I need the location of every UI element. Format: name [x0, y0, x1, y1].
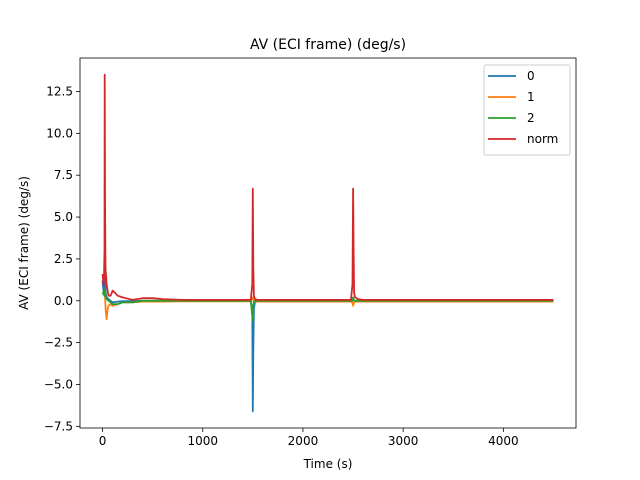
legend-box [483, 64, 571, 156]
y-tick-label: 2.5 [54, 252, 73, 266]
axis-ticks: 0 1000 2000 3000 4000 −7.5 −5.0 −2.5 0.0 2.5 5.0 7.… [44, 84, 519, 448]
legend: 0 1 2 norm [483, 64, 571, 156]
y-tick-label: −7.5 [44, 419, 73, 433]
legend-label-0: 0 [527, 69, 535, 83]
series-line-2 [101, 288, 554, 322]
x-tick-label: 4000 [488, 434, 519, 448]
axes-frame [79, 57, 577, 429]
series-line-norm [101, 73, 554, 301]
x-tick-label: 2000 [288, 434, 319, 448]
y-tick-label: 0.0 [54, 294, 73, 308]
x-tick-label: 3000 [388, 434, 419, 448]
legend-label-1: 1 [527, 90, 535, 104]
x-tick-label: 0 [99, 434, 107, 448]
chart-title: AV (ECI frame) (deg/s) [250, 37, 406, 53]
x-tick-label: 1000 [187, 434, 218, 448]
y-axis-label: AV (ECI frame) (deg/s) [17, 176, 31, 310]
y-tick-label: 7.5 [54, 168, 73, 182]
y-tick-label: 12.5 [46, 84, 73, 98]
y-tick-label: 5.0 [54, 210, 73, 224]
plot-area [101, 73, 554, 413]
y-tick-label: −2.5 [44, 336, 73, 350]
y-tick-label: 10.0 [46, 126, 73, 140]
legend-label-norm: norm [527, 132, 558, 146]
x-axis-label: Time (s) [303, 457, 353, 471]
legend-label-2: 2 [527, 111, 535, 125]
y-tick-label: −5.0 [44, 377, 73, 391]
